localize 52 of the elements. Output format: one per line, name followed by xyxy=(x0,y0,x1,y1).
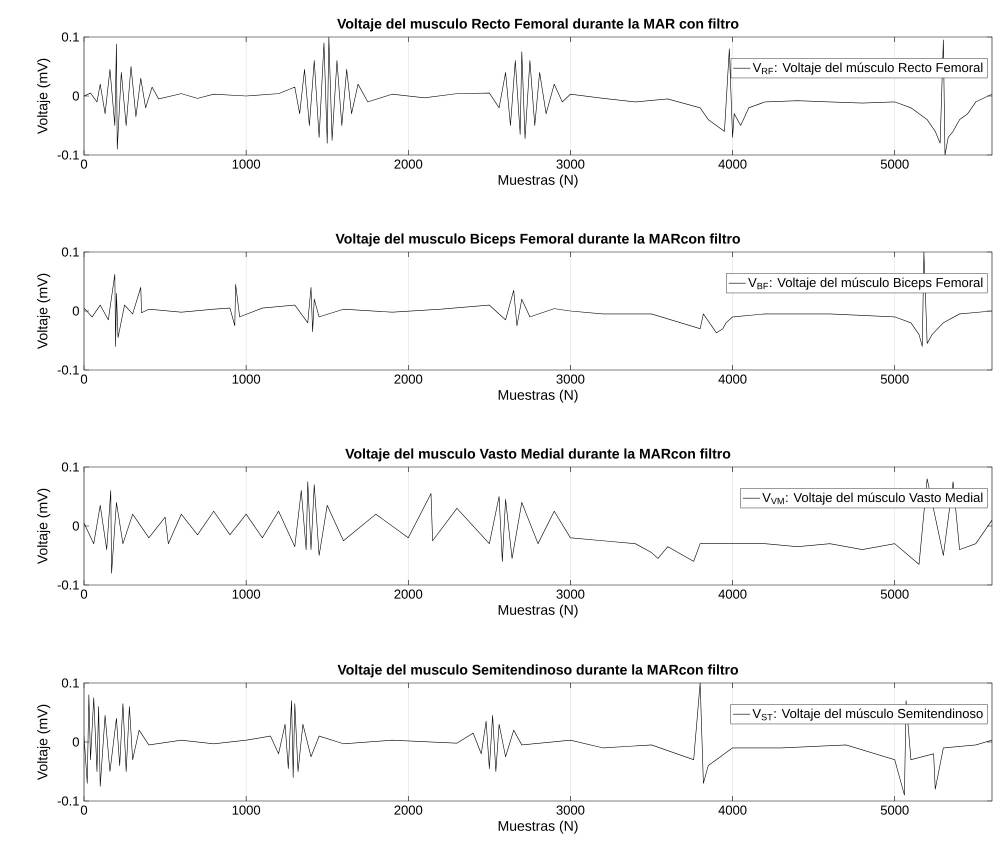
chart-title: Voltaje del musculo Vasto Medial durante la MARcon filtro xyxy=(345,448,730,462)
x-tick-label: 4000 xyxy=(718,374,747,384)
x-tick-label: 2000 xyxy=(394,160,422,169)
y-axis-title: Voltaje (mV) xyxy=(37,274,50,350)
legend-label: V$_{BF}$: Voltaje del músculo Biceps Femoral xyxy=(748,277,982,290)
x-tick-label: 4000 xyxy=(718,806,747,815)
chart-title: Voltaje del musculo Biceps Femoral durante la MARcon filtro xyxy=(336,233,740,246)
x-axis-title: Muestras (N) xyxy=(498,174,578,188)
x-tick-label: 4000 xyxy=(718,590,747,599)
x-tick-label: 5000 xyxy=(880,160,909,169)
x-tick-label: 3000 xyxy=(556,806,584,815)
chart-title: Voltaje del musculo Semitendinoso durante la MARcon filtro xyxy=(338,664,738,678)
chart-title: Voltaje del musculo Recto Femoral durante la MAR con filtro xyxy=(337,18,738,32)
x-tick-label: 1000 xyxy=(232,590,260,599)
y-tick-label: 0 xyxy=(72,737,79,747)
x-tick-label: 3000 xyxy=(556,590,584,599)
x-tick-label: 5000 xyxy=(880,806,909,815)
y-axis-title: Voltaje (mV) xyxy=(37,488,50,564)
x-tick-label: 4000 xyxy=(718,160,747,169)
x-tick-label: 1000 xyxy=(232,160,260,169)
x-tick-label: 2000 xyxy=(394,806,422,815)
y-tick-label: -0.1 xyxy=(58,796,79,806)
y-tick-label: -0.1 xyxy=(58,150,79,160)
x-tick-label: 5000 xyxy=(880,590,909,599)
y-tick-label: 0 xyxy=(72,521,79,531)
x-axis-title: Muestras (N) xyxy=(498,820,578,834)
y-axis-title: Voltaje (mV) xyxy=(37,704,50,780)
x-tick-label: 0 xyxy=(80,374,88,384)
x-axis-title: Muestras (N) xyxy=(498,390,578,403)
y-tick-label: -0.1 xyxy=(58,365,79,375)
y-tick-label: 0.1 xyxy=(62,678,79,688)
x-tick-label: 2000 xyxy=(394,590,422,599)
x-tick-label: 5000 xyxy=(880,374,909,384)
x-tick-label: 2000 xyxy=(394,374,422,384)
x-tick-label: 1000 xyxy=(232,806,260,815)
y-tick-label: 0.1 xyxy=(62,462,79,472)
x-tick-label: 0 xyxy=(80,160,88,169)
x-tick-label: 0 xyxy=(80,806,88,815)
x-tick-label: 0 xyxy=(80,590,88,599)
x-axis-title: Muestras (N) xyxy=(498,604,578,618)
y-tick-label: 0.1 xyxy=(62,32,79,42)
legend-label: V$_{ST}$: Voltaje del músculo Semitendinoso xyxy=(752,708,983,721)
y-tick-label: 0 xyxy=(72,306,79,316)
y-tick-label: -0.1 xyxy=(58,580,79,590)
y-axis-title: Voltaje (mV) xyxy=(37,58,50,134)
x-tick-label: 1000 xyxy=(232,374,260,384)
x-tick-label: 3000 xyxy=(556,160,584,169)
legend-label: V$_{RF}$: Voltaje del músculo Recto Femoral xyxy=(752,62,982,75)
y-tick-label: 0 xyxy=(72,91,79,101)
y-tick-label: 0.1 xyxy=(62,247,79,257)
legend-label: V$_{VM}$: Voltaje del músculo Vasto Medial xyxy=(762,492,982,505)
x-tick-label: 3000 xyxy=(556,374,584,384)
